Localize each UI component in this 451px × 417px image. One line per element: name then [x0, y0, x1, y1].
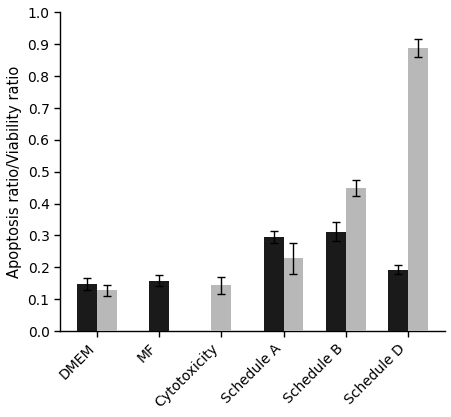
Bar — [325, 232, 345, 331]
Bar — [149, 281, 169, 331]
Bar — [263, 237, 283, 331]
Bar — [283, 259, 303, 331]
Bar — [345, 188, 365, 331]
Bar — [387, 269, 407, 331]
Y-axis label: Apoptosis ratio/Viability ratio: Apoptosis ratio/Viability ratio — [7, 65, 22, 278]
Bar — [77, 284, 97, 331]
Bar — [97, 290, 117, 331]
Bar — [407, 48, 427, 331]
Bar — [211, 286, 231, 331]
